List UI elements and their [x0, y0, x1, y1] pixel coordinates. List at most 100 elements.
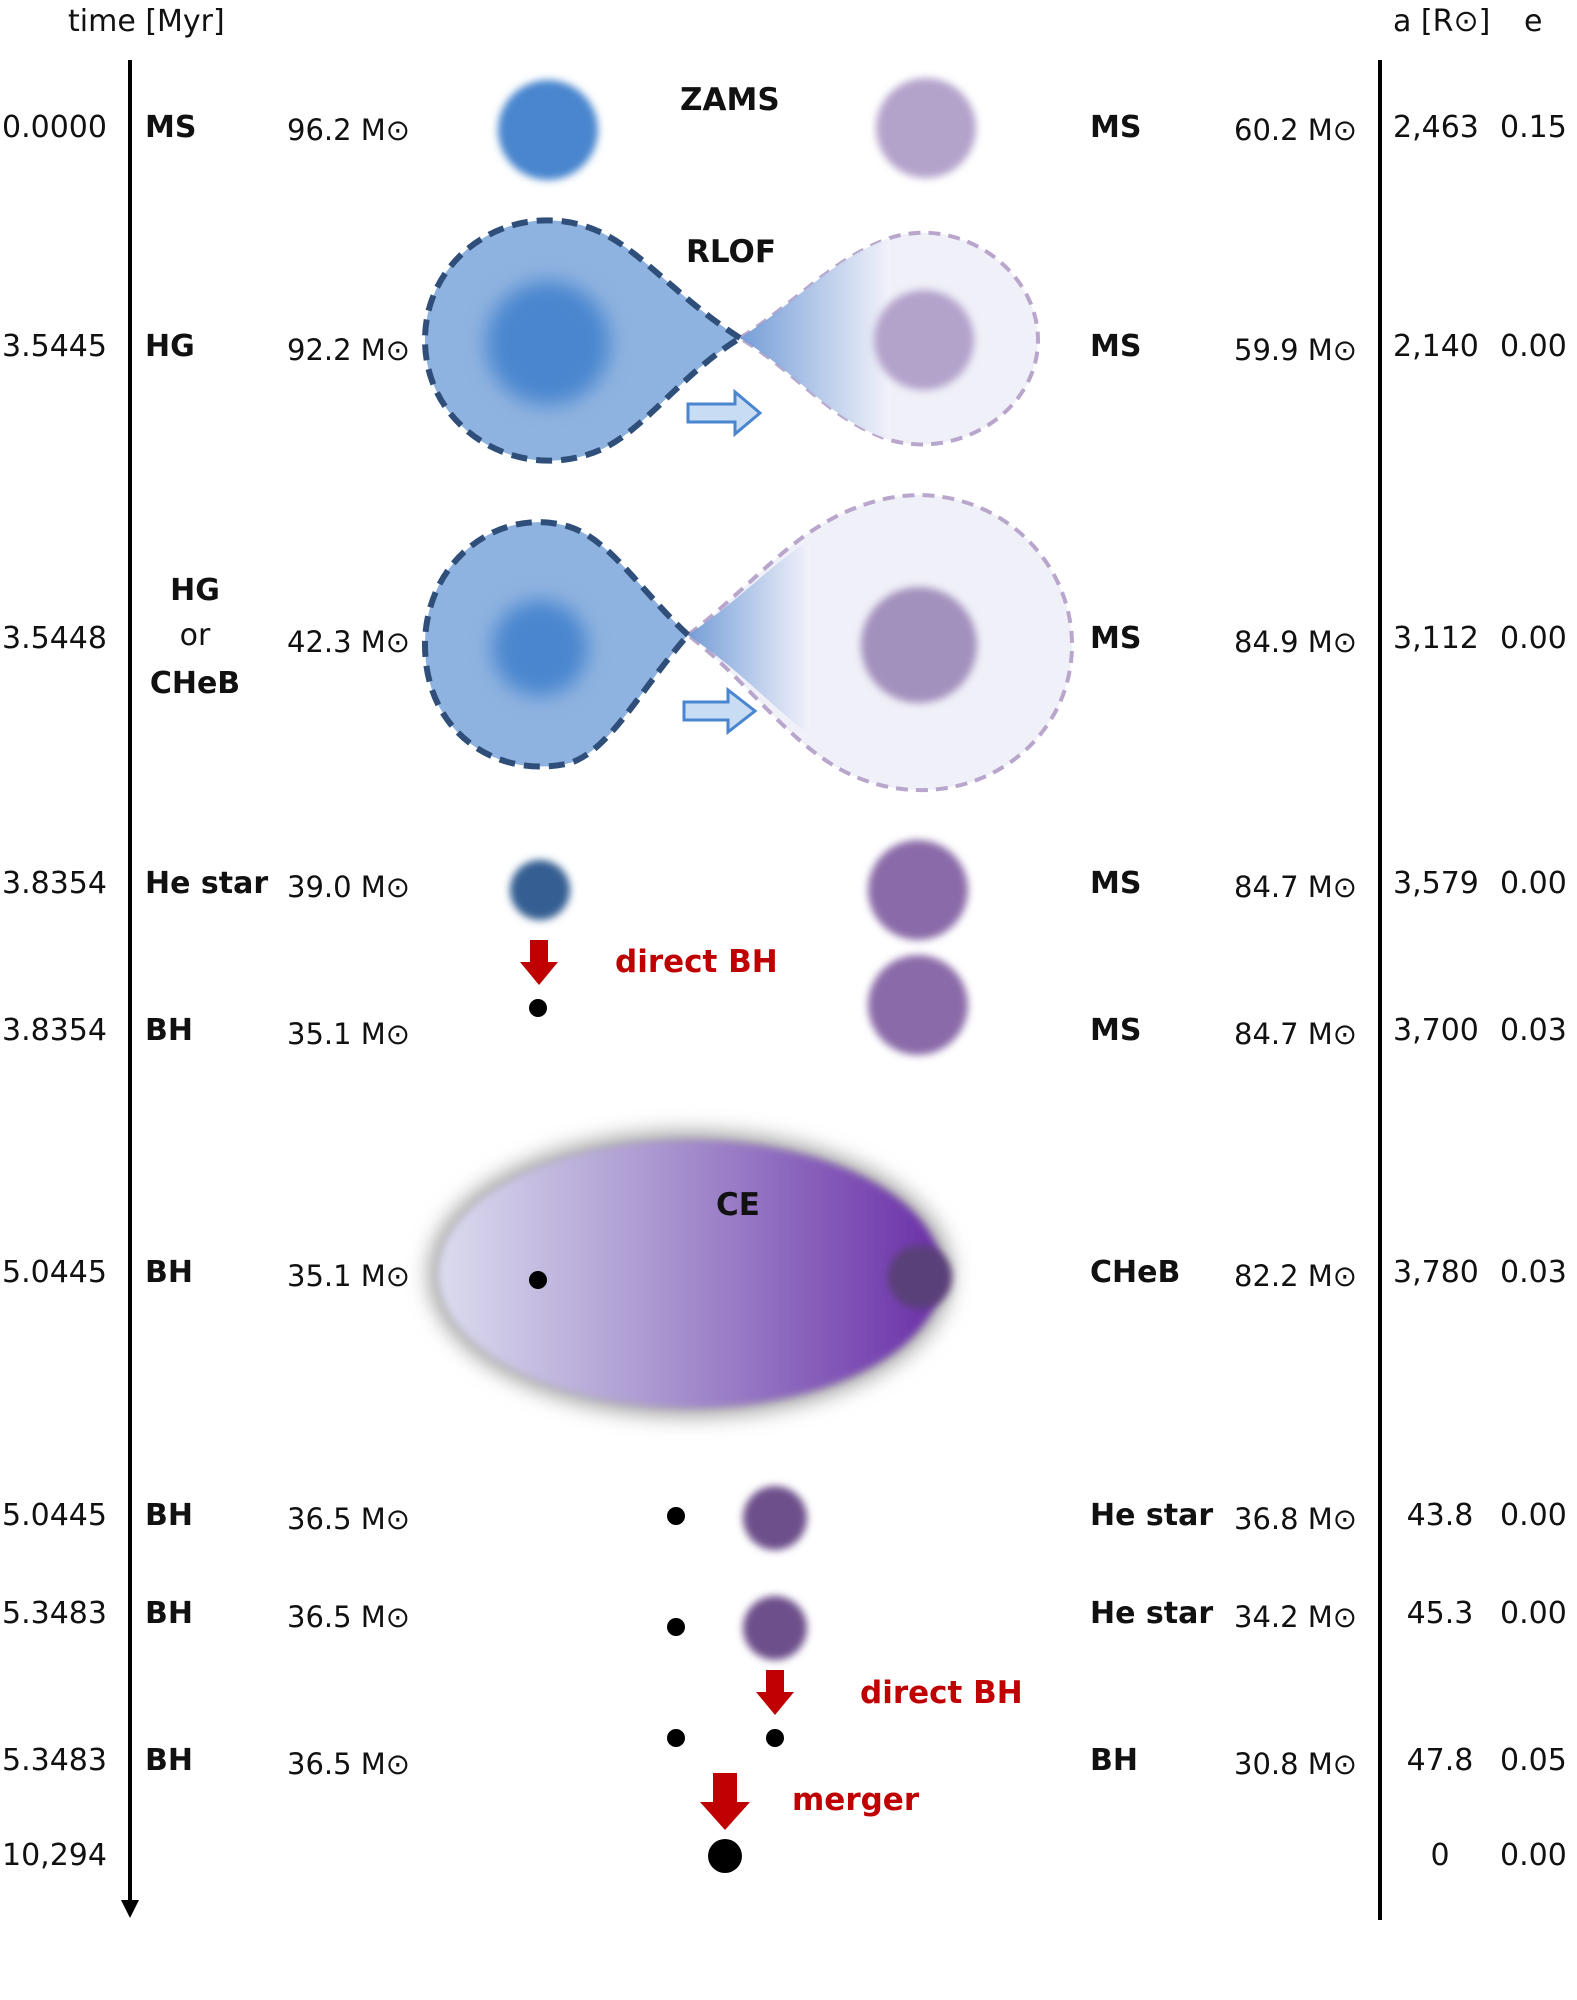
secondary-star [861, 587, 977, 703]
separation-value: 0 [1430, 1838, 1449, 1873]
primary-stage: MS [145, 110, 196, 145]
time-value: 5.3483 [2, 1743, 107, 1778]
secondary-star [868, 840, 968, 940]
time-value: 0.0000 [2, 110, 107, 145]
time-value: 10,294 [2, 1838, 107, 1873]
secondary-mass: 36.8 M⊙ [1234, 1502, 1357, 1536]
rlof-label: RLOF [686, 234, 776, 270]
row-zams: 0.0000 MS 96.2 M⊙ ZAMS MS 60.2 M⊙ 2,463 … [2, 78, 1567, 180]
eccentricity-value: 0.00 [1500, 329, 1567, 364]
common-envelope [438, 1140, 942, 1408]
eccentricity-value: 0.00 [1500, 621, 1567, 656]
secondary-mass: 60.2 M⊙ [1234, 113, 1357, 147]
separation-value: 3,579 [1393, 866, 1479, 901]
row-merger: 10,294 0 0.00 [2, 1838, 1567, 1873]
primary-black-hole [667, 1729, 685, 1747]
primary-star [492, 600, 588, 696]
primary-black-hole [529, 999, 547, 1017]
secondary-mass: 30.8 M⊙ [1234, 1747, 1357, 1781]
secondary-stage: BH [1090, 1743, 1138, 1778]
secondary-he-star [743, 1486, 807, 1550]
primary-mass: 35.1 M⊙ [287, 1017, 410, 1051]
eccentricity-value: 0.03 [1500, 1013, 1567, 1048]
primary-stage: HG [145, 329, 195, 364]
secondary-stage: MS [1090, 866, 1141, 901]
primary-mass: 42.3 M⊙ [287, 625, 410, 659]
primary-stage-or: or [180, 618, 211, 653]
separation-value: 3,700 [1393, 1013, 1479, 1048]
secondary-stage: MS [1090, 621, 1141, 656]
row-binary-black-hole: 5.3483 BH 36.5 M⊙ BH 30.8 M⊙ 47.8 0.05 [2, 1729, 1567, 1781]
primary-mass: 35.1 M⊙ [287, 1259, 410, 1293]
secondary-star [868, 955, 968, 1055]
primary-black-hole [529, 1271, 547, 1289]
eccentricity-value: 0.05 [1500, 1743, 1567, 1778]
secondary-black-hole [766, 1729, 784, 1747]
primary-stage: BH [145, 1596, 193, 1631]
ce-label: CE [716, 1187, 760, 1223]
eccentricity-value: 0.00 [1500, 1838, 1567, 1873]
merger-arrow-icon [700, 1773, 750, 1830]
secondary-star [876, 78, 976, 178]
primary-he-star [510, 860, 570, 920]
time-value: 3.5448 [2, 621, 107, 656]
primary-mass: 36.5 M⊙ [287, 1600, 410, 1634]
secondary-mass: 84.7 M⊙ [1234, 870, 1357, 904]
mass-transfer-stream [740, 238, 890, 440]
row-rlof-1: 3.5445 HG 92.2 M⊙ RLOF MS 59.9 M⊙ 2,140 … [2, 217, 1567, 464]
secondary-mass: 82.2 M⊙ [1234, 1259, 1357, 1293]
row-common-envelope: 5.0445 BH 35.1 M⊙ CE CHeB 82.2 M⊙ 3,780 … [2, 1131, 1567, 1417]
row-first-bh: 3.8354 BH 35.1 M⊙ MS 84.7 M⊙ 3,700 0.03 [2, 955, 1567, 1055]
secondary-stage: MS [1090, 110, 1141, 145]
direct-bh-label: direct BH [615, 944, 778, 980]
row-he-star-wind: 5.3483 BH 36.5 M⊙ He star 34.2 M⊙ 45.3 0… [2, 1596, 1567, 1660]
primary-black-hole [667, 1507, 685, 1525]
primary-mass: 36.5 M⊙ [287, 1747, 410, 1781]
eccentricity-value: 0.15 [1500, 110, 1567, 145]
primary-black-hole [667, 1618, 685, 1636]
separation-value: 3,112 [1393, 621, 1479, 656]
time-value: 5.0445 [2, 1255, 107, 1290]
primary-mass: 92.2 M⊙ [287, 333, 410, 367]
secondary-mass: 59.9 M⊙ [1234, 333, 1357, 367]
primary-stage: BH [145, 1498, 193, 1533]
primary-star [498, 80, 598, 180]
secondary-mass: 84.9 M⊙ [1234, 625, 1357, 659]
time-axis-arrowhead [121, 1900, 139, 1918]
separation-column-label: a [R⊙] [1393, 4, 1490, 39]
eccentricity-value: 0.00 [1500, 1498, 1567, 1533]
separation-value: 47.8 [1407, 1743, 1474, 1778]
collapse-arrow-icon [756, 1670, 794, 1715]
row-rlof-2: 3.5448 HG or CHeB 42.3 M⊙ MS 84.9 M⊙ 3,1… [2, 493, 1567, 792]
secondary-mass: 34.2 M⊙ [1234, 1600, 1357, 1634]
eccentricity-value: 0.03 [1500, 1255, 1567, 1290]
primary-mass: 39.0 M⊙ [287, 870, 410, 904]
row-he-star: 3.8354 He star 39.0 M⊙ MS 84.7 M⊙ 3,579 … [2, 840, 1567, 940]
secondary-stage: He star [1090, 1498, 1213, 1533]
secondary-stage: He star [1090, 1596, 1213, 1631]
secondary-stage: CHeB [1090, 1255, 1180, 1290]
primary-mass: 96.2 M⊙ [287, 113, 410, 147]
primary-stage: BH [145, 1255, 193, 1290]
eccentricity-value: 0.00 [1500, 866, 1567, 901]
time-value: 3.5445 [2, 329, 107, 364]
time-axis-label: time [Myr] [68, 4, 225, 39]
primary-stage-alt: CHeB [150, 666, 240, 701]
secondary-stage: MS [1090, 329, 1141, 364]
separation-value: 3,780 [1393, 1255, 1479, 1290]
separation-value: 2,140 [1393, 329, 1479, 364]
eccentricity-column-label: e [1524, 4, 1542, 39]
primary-star [486, 281, 610, 405]
separation-value: 43.8 [1407, 1498, 1474, 1533]
secondary-core [888, 1245, 952, 1309]
primary-stage: He star [145, 866, 268, 901]
time-value: 5.3483 [2, 1596, 107, 1631]
separation-value: 2,463 [1393, 110, 1479, 145]
row-post-ce: 5.0445 BH 36.5 M⊙ He star 36.8 M⊙ 43.8 0… [2, 1486, 1567, 1550]
mass-transfer-arrow-icon [682, 686, 758, 736]
eccentricity-value: 0.00 [1500, 1596, 1567, 1631]
separation-value: 45.3 [1407, 1596, 1474, 1631]
time-value: 3.8354 [2, 1013, 107, 1048]
mass-transfer-stream [688, 540, 810, 735]
